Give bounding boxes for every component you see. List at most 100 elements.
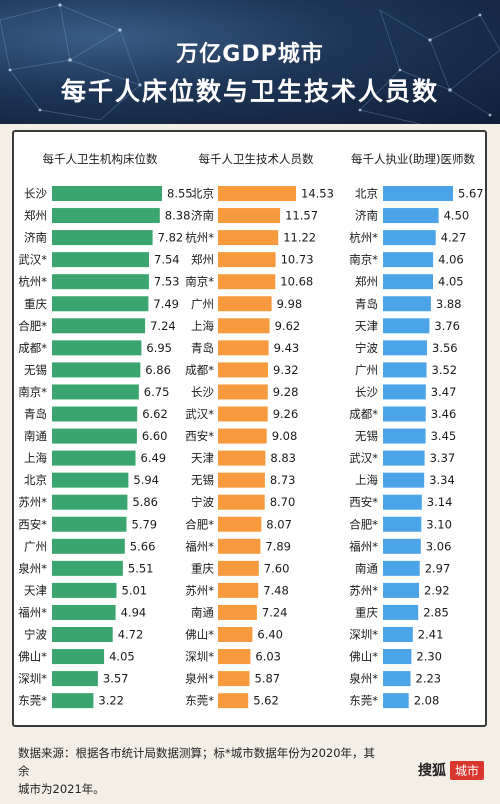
beds-bar	[52, 627, 113, 642]
doctors-category-label: 杭州*	[349, 231, 378, 245]
health-workers-bar	[218, 340, 269, 356]
beds-category-label: 宁波	[24, 628, 47, 642]
beds-bar	[52, 406, 138, 422]
beds-category-label: 武汉*	[18, 253, 47, 267]
beds-bar	[52, 208, 160, 224]
health-workers-value-label: 9.43	[274, 341, 300, 355]
health-workers-category-label: 青岛	[191, 341, 214, 355]
health-workers-bar	[218, 693, 249, 709]
health-workers-category-label: 杭州*	[185, 231, 214, 245]
header-banner: 万亿GDP城市 每千人床位数与卫生技术人员数	[0, 0, 500, 124]
health-workers-bar	[218, 472, 265, 488]
beds-value-label: 6.86	[145, 363, 171, 377]
beds-category-label: 合肥*	[18, 319, 47, 333]
health-workers-category-label: 长沙	[191, 385, 214, 399]
health-workers-value-label: 10.68	[280, 275, 313, 289]
doctors-value-label: 3.37	[430, 451, 456, 465]
health-workers-category-label: 东莞*	[185, 694, 214, 708]
doctors-value-label: 2.30	[416, 650, 442, 664]
beds-value-label: 7.54	[154, 253, 180, 267]
doctors-bar	[383, 671, 411, 687]
health-workers-bar	[218, 384, 268, 400]
doctors-category-label: 天津	[355, 319, 378, 333]
health-workers-bar	[218, 318, 270, 334]
doctors-bar	[383, 296, 431, 312]
doctors-value-label: 3.56	[432, 341, 458, 355]
doctors-category-label: 南通	[355, 561, 378, 575]
health-workers-bar	[218, 296, 272, 312]
doctors-category-label: 无锡	[355, 429, 378, 443]
beds-category-label: 佛山*	[18, 650, 47, 664]
doctors-category-label: 南京*	[349, 253, 378, 267]
beds-value-label: 4.94	[121, 605, 147, 619]
doctors-category-label: 佛山*	[349, 650, 378, 664]
health-workers-category-label: 合肥*	[185, 517, 214, 531]
doctors-category-label: 北京	[355, 187, 378, 201]
doctors-value-label: 2.85	[423, 605, 449, 619]
beds-value-label: 7.53	[154, 275, 180, 289]
beds-category-label: 深圳*	[18, 672, 47, 686]
health-workers-category-label: 成都*	[185, 363, 214, 377]
column-title-beds: 每千人卫生机构床位数	[42, 152, 158, 166]
doctors-category-label: 广州	[355, 363, 378, 377]
health-workers-value-label: 11.22	[283, 231, 316, 245]
health-workers-bar	[218, 627, 253, 642]
health-workers-category-label: 天津	[191, 451, 214, 465]
source-note-line-2: 城市为2021年。	[18, 782, 105, 796]
beds-category-label: 福州*	[18, 605, 47, 619]
doctors-bar	[383, 516, 422, 532]
beds-category-label: 东莞*	[18, 694, 47, 708]
doctors-value-label: 3.34	[429, 473, 455, 487]
doctors-bar	[383, 560, 420, 576]
doctors-category-label: 青岛	[355, 297, 378, 311]
beds-value-label: 7.82	[158, 231, 184, 245]
title-line-2: 每千人床位数与卫生技术人员数	[60, 77, 439, 106]
health-workers-category-label: 济南	[191, 209, 214, 223]
doctors-value-label: 3.52	[432, 363, 458, 377]
doctors-category-label: 东莞*	[349, 694, 378, 708]
health-workers-category-label: 苏州*	[185, 583, 214, 597]
health-workers-bar	[218, 538, 261, 554]
beds-bar	[52, 384, 139, 400]
doctors-bar	[383, 428, 426, 444]
beds-category-label: 南京*	[18, 385, 47, 399]
health-workers-value-label: 11.57	[285, 209, 318, 223]
health-workers-category-label: 泉州*	[185, 672, 214, 686]
beds-bar	[52, 582, 117, 598]
beds-bar	[52, 560, 123, 576]
doctors-bar	[383, 208, 439, 224]
beds-bar	[52, 671, 98, 687]
beds-bar	[52, 230, 153, 246]
doctors-value-label: 3.06	[426, 539, 452, 553]
source-note-line-1: 数据来源：根据各市统计局数据测算；标*城市数据年份为2020年，其余	[18, 746, 376, 778]
network-background	[0, 3, 500, 124]
doctors-category-label: 苏州*	[349, 583, 378, 597]
column-title-doctors: 每千人执业(助理)医师数	[351, 152, 475, 166]
source-note: 数据来源：根据各市统计局数据测算；标*城市数据年份为2020年，其余 城市为20…	[18, 744, 378, 798]
doctors-value-label: 3.10	[426, 517, 452, 531]
title-line-1: 万亿GDP城市	[176, 42, 324, 67]
health-workers-category-label: 宁波	[191, 495, 214, 509]
doctors-value-label: 5.67	[458, 187, 484, 201]
health-workers-category-label: 南通	[191, 605, 214, 619]
beds-value-label: 4.72	[118, 628, 144, 642]
beds-value-label: 8.55	[167, 187, 193, 201]
doctors-category-label: 深圳*	[349, 628, 378, 642]
doctors-category-label: 泉州*	[349, 672, 378, 686]
brand-logo: 搜狐 城市	[418, 760, 485, 780]
beds-value-label: 6.49	[141, 451, 167, 465]
beds-bar	[52, 604, 116, 620]
doctors-bar	[383, 582, 419, 598]
doctors-bar	[383, 649, 412, 665]
beds-category-label: 无锡	[24, 363, 47, 377]
beds-value-label: 6.60	[142, 429, 168, 443]
health-workers-category-label: 无锡	[191, 473, 214, 487]
health-workers-value-label: 8.07	[266, 517, 292, 531]
health-workers-category-label: 上海	[191, 319, 214, 333]
beds-bar	[52, 450, 136, 466]
beds-bar	[52, 340, 142, 356]
beds-category-label: 北京	[24, 473, 47, 487]
beds-value-label: 4.05	[109, 650, 135, 664]
health-workers-category-label: 广州	[191, 297, 214, 311]
